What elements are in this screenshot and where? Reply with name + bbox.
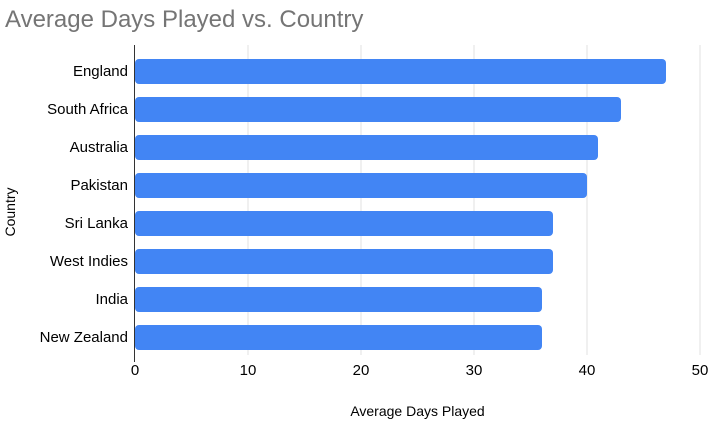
y-label-west-indies: West Indies: [49, 252, 128, 270]
x-tick-50: 50: [691, 362, 709, 379]
y-label-england: England: [72, 62, 128, 80]
bar-band: [135, 204, 700, 242]
x-tick-20: 20: [352, 362, 370, 379]
y-label-row: West Indies: [0, 242, 128, 280]
bar-pakistan: [135, 172, 587, 198]
gridline-50: [699, 45, 701, 355]
y-label-row: Pakistan: [0, 166, 128, 204]
gridline-10: [247, 45, 249, 355]
bar-band: [135, 90, 700, 128]
y-label-sri-lanka: Sri Lanka: [64, 214, 128, 232]
y-label-row: South Africa: [0, 90, 128, 128]
bar-west-indies: [135, 248, 554, 274]
y-label-row: England: [0, 52, 128, 90]
bar-england: [135, 58, 667, 84]
y-label-row: New Zealand: [0, 318, 128, 356]
bar-australia: [135, 134, 599, 160]
bar-band: [135, 52, 700, 90]
y-axis-labels: England South Africa Australia Pakistan Sri …: [0, 52, 128, 356]
bar-band: [135, 280, 700, 318]
y-label-australia: Australia: [69, 138, 128, 156]
x-tick-0: 0: [130, 362, 140, 379]
bar-band: [135, 128, 700, 166]
x-axis-title: Average Days Played: [350, 403, 485, 419]
y-label-new-zealand: New Zealand: [39, 328, 128, 346]
bar-series: [135, 52, 700, 356]
chart-title: Average Days Played vs. Country: [5, 6, 364, 33]
gridline-20: [360, 45, 362, 355]
plot-area: [135, 45, 701, 355]
x-tick-10: 10: [239, 362, 257, 379]
bar-new-zealand: [135, 324, 542, 350]
y-label-pakistan: Pakistan: [70, 176, 128, 194]
bar-sri-lanka: [135, 210, 554, 236]
bar-band: [135, 166, 700, 204]
bar-band: [135, 242, 700, 280]
y-label-row: Australia: [0, 128, 128, 166]
gridline-30: [473, 45, 475, 355]
y-label-row: Sri Lanka: [0, 204, 128, 242]
x-tick-30: 30: [465, 362, 483, 379]
bar-south-africa: [135, 96, 621, 122]
y-axis-line: [134, 45, 135, 362]
x-tick-40: 40: [578, 362, 596, 379]
y-label-south-africa: South Africa: [47, 100, 128, 118]
y-label-row: India: [0, 280, 128, 318]
y-label-india: India: [95, 290, 128, 308]
x-axis-ticks: 0 10 20 30 40 50: [131, 362, 709, 382]
gridline-40: [586, 45, 588, 355]
bar-india: [135, 286, 542, 312]
bar-band: [135, 318, 700, 356]
